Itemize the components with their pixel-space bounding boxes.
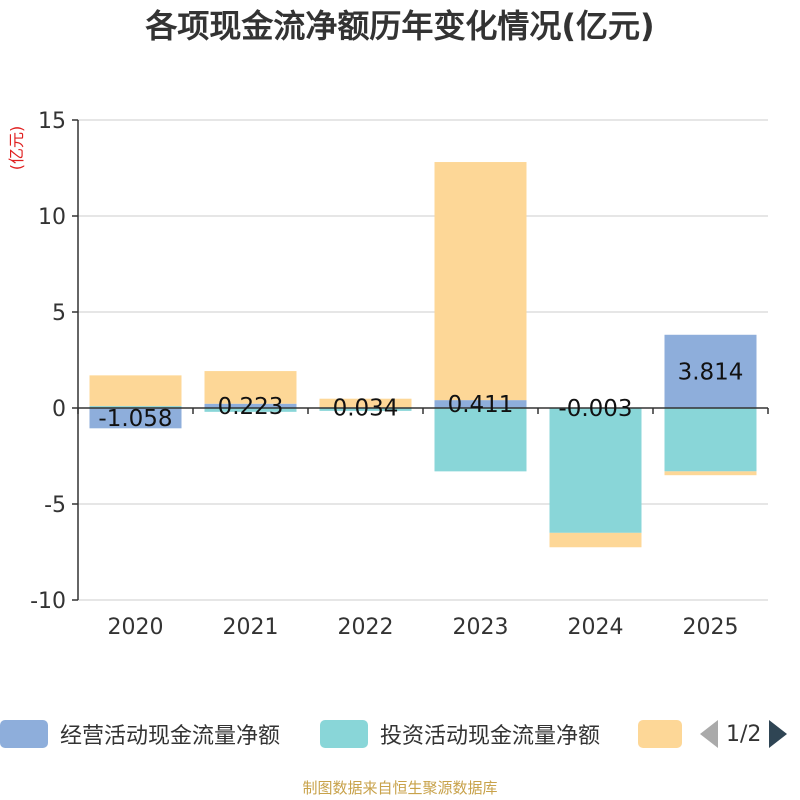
legend-label-operating: 经营活动现金流量净额 xyxy=(60,724,281,749)
bar-2023-series-0 xyxy=(434,400,527,408)
y-tick-label: 0 xyxy=(52,397,66,422)
bar-2020-series-1 xyxy=(89,406,182,408)
legend-pager: 1/2 xyxy=(700,716,788,752)
y-tick-label: -5 xyxy=(44,493,66,518)
data-label: -0.003 xyxy=(558,396,632,422)
prev-page-icon[interactable] xyxy=(700,720,718,748)
legend-item-operating[interactable]: 经营活动现金流量净额 xyxy=(0,716,280,752)
next-page-icon[interactable] xyxy=(769,720,788,748)
x-tick-label: 2021 xyxy=(223,615,279,640)
bar-2022-series-1 xyxy=(319,408,412,411)
source-note: 制图数据来自恒生聚源数据库 xyxy=(302,779,498,797)
legend: 经营活动现金流量净额 投资活动现金流量净额 1/2 xyxy=(0,716,800,756)
bar-2020-series-0 xyxy=(89,408,182,429)
data-label: 3.814 xyxy=(678,359,744,385)
legend-swatch-operating xyxy=(0,720,48,748)
legend-page-indicator: 1/2 xyxy=(726,721,762,747)
data-label: 0.411 xyxy=(448,392,514,418)
legend-label-investing: 投资活动现金流量净额 xyxy=(380,724,601,749)
bar-2021-series-0 xyxy=(204,403,297,408)
data-label: 0.034 xyxy=(333,396,399,422)
bar-2022-series-2 xyxy=(319,398,412,408)
data-label: 0.223 xyxy=(218,394,284,420)
x-tick-label: 2020 xyxy=(108,615,164,640)
bar-2023-series-2 xyxy=(434,162,527,401)
x-tick-label: 2023 xyxy=(453,615,509,640)
x-tick-label: 2022 xyxy=(338,615,394,640)
y-tick-label: 5 xyxy=(52,301,66,326)
bar-2025-series-0 xyxy=(664,334,757,408)
bar-2020-series-2 xyxy=(89,375,182,407)
legend-item-third[interactable] xyxy=(638,716,682,752)
data-label: -1.058 xyxy=(98,406,172,432)
legend-swatch-investing xyxy=(320,720,368,748)
bar-2021-series-1 xyxy=(204,408,297,412)
legend-item-investing[interactable]: 投资活动现金流量净额 xyxy=(320,716,600,752)
x-tick-label: 2024 xyxy=(568,615,624,640)
legend-swatch-third xyxy=(638,720,682,748)
bar-2021-series-2 xyxy=(204,371,297,404)
bar-2024-series-2 xyxy=(549,532,642,548)
y-tick-label: 10 xyxy=(38,205,66,230)
x-tick-label: 2025 xyxy=(683,615,739,640)
y-axis-label: (亿元) xyxy=(7,126,26,171)
bar-2023-series-1 xyxy=(434,408,527,472)
y-tick-label: -10 xyxy=(30,589,66,614)
bar-2025-series-1 xyxy=(664,408,757,472)
y-tick-label: 15 xyxy=(38,109,66,134)
chart-title: 各项现金流净额历年变化情况(亿元) xyxy=(145,7,655,45)
bar-2025-series-2 xyxy=(664,471,757,476)
bar-2024-series-1 xyxy=(549,408,642,533)
